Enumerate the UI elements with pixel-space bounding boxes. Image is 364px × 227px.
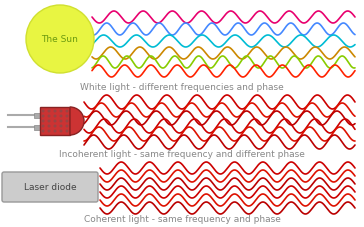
Bar bbox=[34, 113, 40, 118]
Circle shape bbox=[66, 115, 68, 118]
Circle shape bbox=[59, 130, 63, 133]
Circle shape bbox=[47, 130, 51, 133]
Circle shape bbox=[47, 110, 51, 113]
Circle shape bbox=[66, 110, 68, 113]
Circle shape bbox=[66, 130, 68, 133]
Circle shape bbox=[47, 115, 51, 118]
Circle shape bbox=[26, 6, 94, 74]
Text: White light - different frequencies and phase: White light - different frequencies and … bbox=[80, 83, 284, 92]
Circle shape bbox=[41, 120, 44, 123]
Circle shape bbox=[59, 120, 63, 123]
Circle shape bbox=[41, 110, 44, 113]
Circle shape bbox=[54, 110, 56, 113]
Circle shape bbox=[59, 115, 63, 118]
Text: Laser diode: Laser diode bbox=[24, 183, 76, 192]
Text: The Sun: The Sun bbox=[41, 35, 78, 44]
Circle shape bbox=[59, 110, 63, 113]
Circle shape bbox=[54, 115, 56, 118]
Wedge shape bbox=[70, 108, 84, 135]
Text: Incoherent light - same frequency and different phase: Incoherent light - same frequency and di… bbox=[59, 150, 305, 159]
Bar bbox=[40, 108, 70, 135]
Circle shape bbox=[66, 120, 68, 123]
Circle shape bbox=[54, 120, 56, 123]
Circle shape bbox=[66, 125, 68, 128]
Circle shape bbox=[59, 125, 63, 128]
Text: Coherent light - same frequency and phase: Coherent light - same frequency and phas… bbox=[84, 215, 280, 224]
Circle shape bbox=[41, 130, 44, 133]
Circle shape bbox=[41, 115, 44, 118]
Bar bbox=[34, 125, 40, 130]
FancyBboxPatch shape bbox=[2, 172, 98, 202]
Circle shape bbox=[47, 120, 51, 123]
Circle shape bbox=[54, 130, 56, 133]
Circle shape bbox=[47, 125, 51, 128]
Circle shape bbox=[54, 125, 56, 128]
Circle shape bbox=[41, 125, 44, 128]
